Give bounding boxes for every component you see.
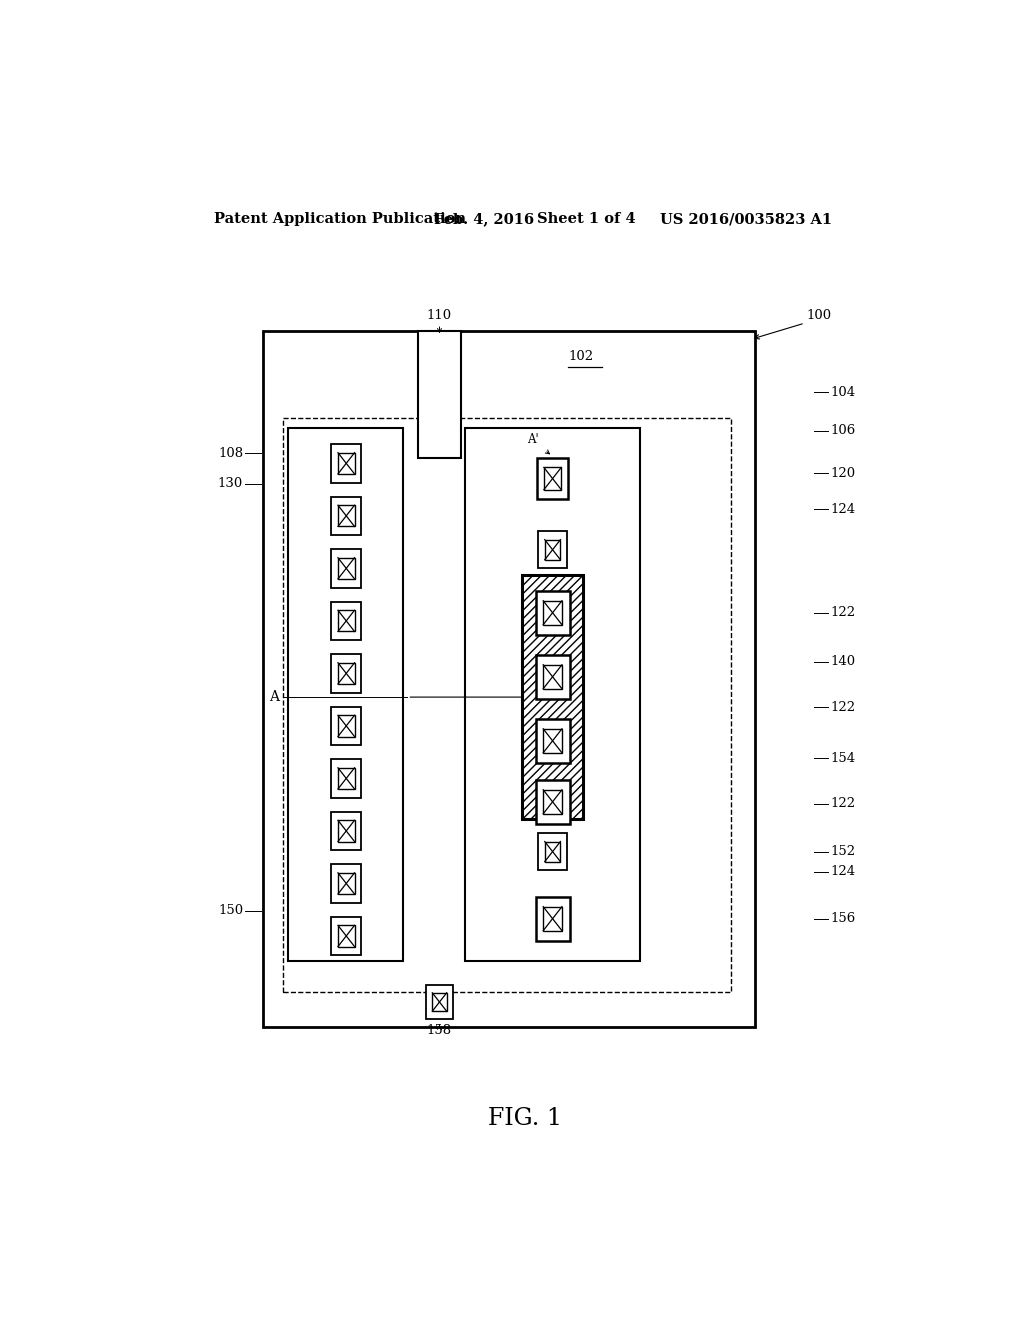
Text: 150: 150	[218, 904, 243, 917]
Text: 100: 100	[807, 309, 831, 322]
Bar	[426, 985, 453, 1019]
Bar	[536, 655, 569, 698]
Text: 104: 104	[830, 385, 855, 399]
Bar	[338, 768, 354, 789]
Text: 154: 154	[830, 751, 855, 764]
Bar	[338, 925, 354, 946]
Bar	[543, 789, 562, 814]
Bar	[331, 496, 361, 535]
Bar	[536, 780, 569, 824]
Bar	[543, 907, 562, 931]
Text: A: A	[268, 690, 279, 704]
Bar	[543, 601, 562, 624]
Bar	[522, 576, 583, 818]
Bar	[289, 428, 403, 961]
Bar	[331, 444, 361, 483]
Text: Sheet 1 of 4: Sheet 1 of 4	[537, 213, 635, 227]
Text: 102: 102	[568, 350, 594, 363]
Text: 122: 122	[830, 797, 855, 810]
Bar	[338, 610, 354, 631]
Bar	[338, 558, 354, 579]
Text: 156: 156	[830, 912, 856, 925]
Bar	[331, 759, 361, 797]
Bar	[331, 916, 361, 956]
Bar	[536, 591, 569, 635]
Bar	[338, 873, 354, 894]
Bar	[537, 458, 568, 499]
Bar	[338, 820, 354, 842]
Text: 152: 152	[830, 845, 855, 858]
Text: FIG. 1: FIG. 1	[487, 1107, 562, 1130]
Bar	[331, 706, 361, 746]
Text: 120: 120	[830, 467, 855, 480]
Bar	[539, 833, 567, 870]
Text: 110: 110	[427, 309, 452, 322]
Bar	[543, 665, 562, 689]
Text: 140: 140	[830, 655, 855, 668]
Bar	[283, 417, 731, 991]
Bar	[545, 842, 560, 862]
Text: 108: 108	[218, 446, 243, 459]
Bar	[331, 812, 361, 850]
Text: 122: 122	[830, 606, 855, 619]
Bar	[338, 663, 354, 684]
Bar	[465, 428, 640, 961]
Bar	[331, 865, 361, 903]
Bar	[544, 467, 561, 490]
Text: 122: 122	[830, 701, 855, 714]
Text: 124: 124	[830, 866, 855, 878]
Text: Feb. 4, 2016: Feb. 4, 2016	[433, 213, 534, 227]
Bar	[338, 715, 354, 737]
Text: 106: 106	[830, 424, 856, 437]
Bar	[263, 331, 755, 1027]
Bar	[331, 602, 361, 640]
Bar	[331, 655, 361, 693]
Bar	[432, 993, 446, 1011]
Text: A': A'	[527, 433, 539, 446]
Bar	[543, 729, 562, 752]
Text: US 2016/0035823 A1: US 2016/0035823 A1	[659, 213, 831, 227]
Text: 130: 130	[218, 477, 243, 490]
Text: 124: 124	[830, 503, 855, 516]
Bar	[331, 549, 361, 587]
Bar	[338, 453, 354, 474]
Text: Patent Application Publication: Patent Application Publication	[214, 213, 466, 227]
Bar	[536, 719, 569, 763]
Bar	[338, 506, 354, 527]
Bar	[539, 532, 567, 568]
Bar	[545, 540, 560, 560]
Bar	[418, 331, 461, 458]
Bar	[536, 896, 569, 941]
Text: 158: 158	[427, 1024, 452, 1038]
